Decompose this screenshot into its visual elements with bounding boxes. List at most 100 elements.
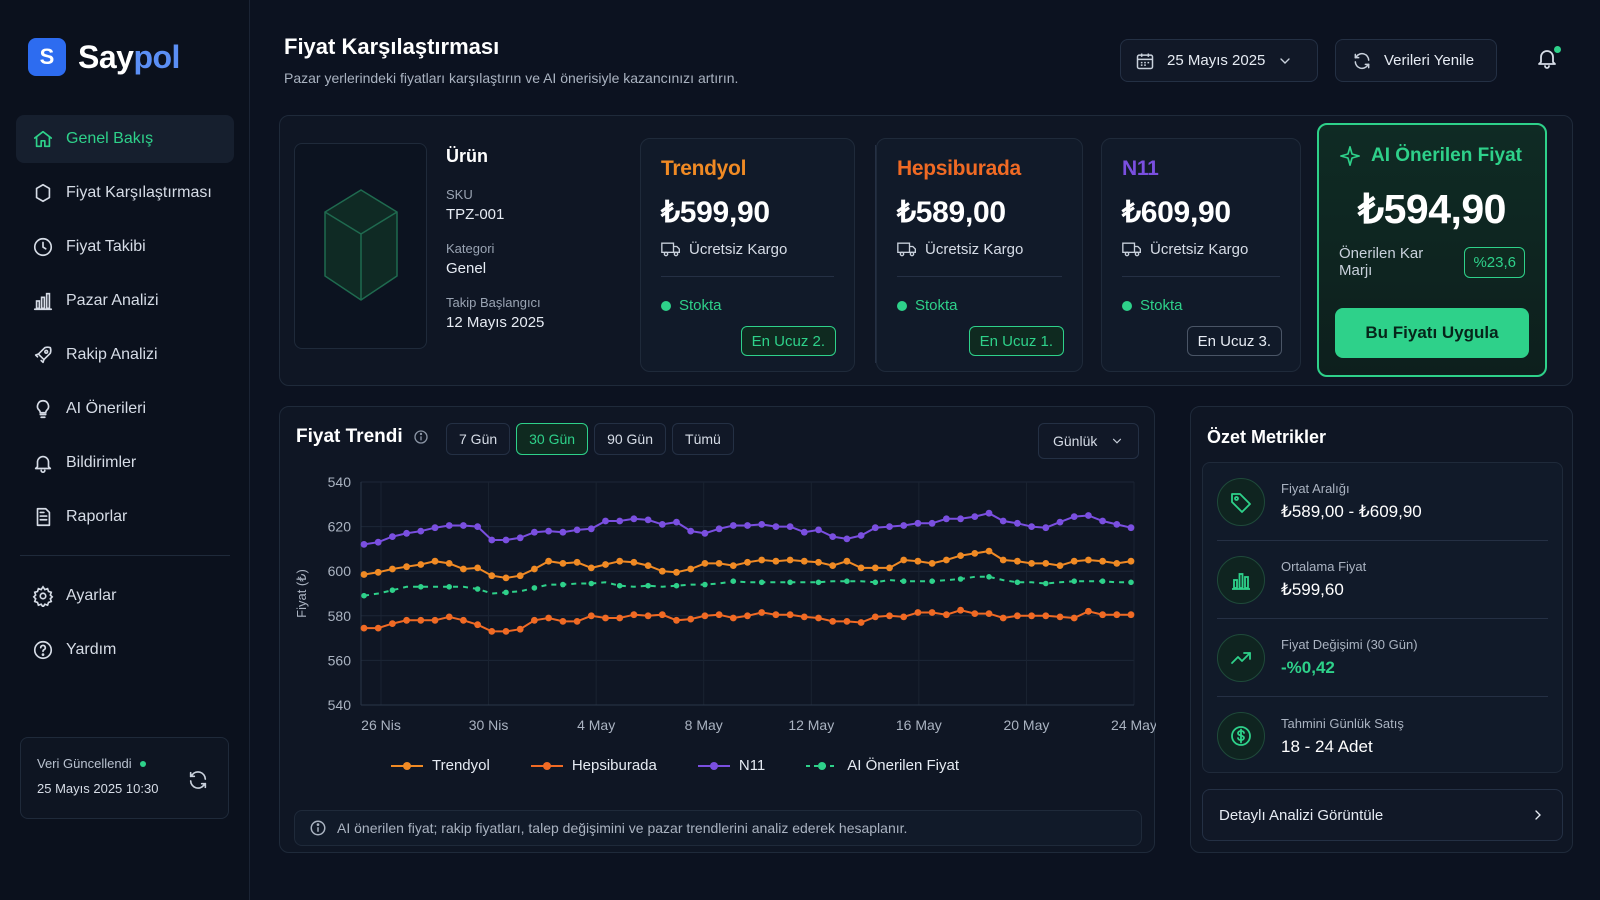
- data-point: [971, 610, 979, 617]
- info-icon[interactable]: [413, 429, 429, 445]
- market-card-n11[interactable]: N11 ₺609,90 Ücretsiz Kargo Stokta En Ucu…: [1101, 138, 1301, 372]
- sidebar-item-fiyat-takibi[interactable]: Fiyat Takibi: [16, 223, 234, 271]
- data-point: [403, 563, 410, 571]
- calendar-icon: [1136, 53, 1154, 69]
- apply-price-button[interactable]: Bu Fiyatı Uygula: [1335, 308, 1529, 358]
- sidebar-item-pazar-analizi[interactable]: Pazar Analizi: [16, 277, 234, 325]
- range-7-days[interactable]: 7 Gün: [446, 423, 511, 455]
- data-point: [871, 564, 879, 572]
- product-title: Ürün: [446, 146, 488, 166]
- y-tick-label: 600: [328, 563, 352, 579]
- stock-dot: [897, 300, 907, 311]
- product-image: [294, 143, 427, 349]
- data-point: [516, 625, 524, 633]
- range-90-days[interactable]: 90 Gün: [594, 423, 667, 455]
- data-point: [1043, 580, 1049, 587]
- data-point: [886, 612, 893, 620]
- rank-badge: En Ucuz 1.: [968, 326, 1064, 356]
- sidebar-nav: Genel Bakış Fiyat Karşılaştırması Fiyat …: [16, 115, 234, 680]
- data-point: [673, 518, 680, 526]
- market-price: ₺599,90: [661, 196, 770, 229]
- sidebar-item-ayarlar[interactable]: Ayarlar: [16, 572, 234, 620]
- data-point: [943, 515, 950, 523]
- data-point: [900, 556, 908, 564]
- range-all[interactable]: Tümü: [672, 423, 734, 455]
- notifications-button[interactable]: [1535, 46, 1561, 72]
- refresh-label: Verileri Yenile: [1384, 52, 1475, 69]
- data-point: [872, 579, 879, 586]
- data-point: [644, 562, 652, 569]
- legend-item-ai-price[interactable]: AI Önerilen Fiyat: [805, 757, 959, 774]
- data-point: [545, 614, 552, 622]
- data-point: [900, 578, 907, 584]
- data-point: [701, 560, 709, 567]
- metric-price-range: Fiyat Aralığı ₺589,00 - ₺609,90: [1217, 463, 1548, 541]
- granularity-select[interactable]: Günlük: [1038, 423, 1139, 459]
- summary-title: Özet Metrikler: [1207, 427, 1327, 447]
- sidebar-item-raporlar[interactable]: Raporlar: [16, 493, 234, 541]
- series-line-ai-price: [363, 575, 1131, 597]
- data-point: [829, 533, 837, 540]
- compare-icon: [35, 183, 51, 203]
- data-point: [531, 616, 538, 624]
- date-value: 25 Mayıs 2025: [1167, 52, 1266, 69]
- x-tick-label: 8 May: [685, 717, 723, 733]
- divider: [661, 276, 834, 277]
- trend-up-icon: [1217, 633, 1265, 682]
- x-tick-label: 16 May: [896, 717, 942, 733]
- data-point: [928, 609, 936, 616]
- metric-price-change: Fiyat Değişimi (30 Gün) -%0,42: [1217, 619, 1548, 697]
- data-point: [729, 614, 737, 622]
- data-point: [1070, 614, 1078, 622]
- data-point: [1099, 578, 1106, 584]
- data-point: [985, 547, 993, 555]
- legend-item-n11[interactable]: N11: [697, 757, 765, 774]
- truck-icon: [661, 242, 680, 257]
- data-point: [1028, 523, 1035, 530]
- view-detailed-analysis-button[interactable]: Detaylı Analizi Görüntüle: [1202, 789, 1563, 841]
- sidebar-item-genel-bakis[interactable]: Genel Bakış: [16, 115, 234, 163]
- sidebar-item-rakip-analizi[interactable]: Rakip Analizi: [16, 331, 234, 379]
- market-card-hepsiburada[interactable]: Hepsiburada ₺589,00 Ücretsiz Kargo Stokt…: [876, 138, 1083, 372]
- data-point: [843, 618, 851, 625]
- sidebar-item-bildirimler[interactable]: Bildirimler: [16, 439, 234, 487]
- ai-price: ₺594,90: [1358, 186, 1507, 232]
- data-point: [786, 556, 794, 564]
- data-point: [800, 528, 808, 536]
- data-point: [1128, 579, 1134, 586]
- data-point: [630, 515, 638, 523]
- data-point: [1085, 556, 1092, 564]
- sidebar-item-yardim[interactable]: Yardım: [16, 626, 234, 674]
- tag-icon: [1217, 477, 1265, 526]
- range-30-days[interactable]: 30 Gün: [516, 423, 589, 455]
- data-point: [715, 560, 723, 567]
- data-point: [630, 611, 638, 619]
- sku-value: TPZ-001: [446, 206, 505, 223]
- data-point: [786, 523, 794, 530]
- data-point: [460, 565, 467, 573]
- data-point: [1014, 519, 1021, 527]
- data-point: [488, 628, 496, 635]
- product-info: Ürün SKU TPZ-001 Kategori Genel Takip Ba…: [446, 146, 544, 349]
- sync-refresh-button[interactable]: [186, 768, 210, 792]
- data-point: [1127, 524, 1135, 532]
- sidebar-item-ai-onerileri[interactable]: AI Önerileri: [16, 385, 234, 433]
- legend-item-hepsiburada[interactable]: Hepsiburada: [530, 757, 657, 774]
- sync-status-dot: [139, 760, 146, 767]
- date-picker[interactable]: 25 Mayıs 2025: [1120, 39, 1318, 82]
- lightbulb-icon: [36, 399, 50, 419]
- refresh-data-button[interactable]: Verileri Yenile: [1335, 39, 1497, 82]
- data-point: [1028, 560, 1035, 567]
- data-point: [446, 584, 452, 590]
- data-point: [374, 568, 382, 576]
- data-point: [843, 557, 851, 565]
- data-point: [715, 611, 723, 619]
- truck-icon: [1122, 242, 1141, 257]
- sidebar-item-fiyat-karsilastirmasi[interactable]: Fiyat Karşılaştırması: [16, 169, 234, 217]
- logo[interactable]: S Saypol: [28, 38, 180, 76]
- divider: [1122, 276, 1280, 277]
- chevron-down-icon: [1280, 57, 1291, 64]
- data-point: [460, 522, 467, 529]
- market-card-trendyol[interactable]: Trendyol ₺599,90 Ücretsiz Kargo Stokta E…: [640, 138, 855, 372]
- legend-item-trendyol[interactable]: Trendyol: [390, 757, 490, 774]
